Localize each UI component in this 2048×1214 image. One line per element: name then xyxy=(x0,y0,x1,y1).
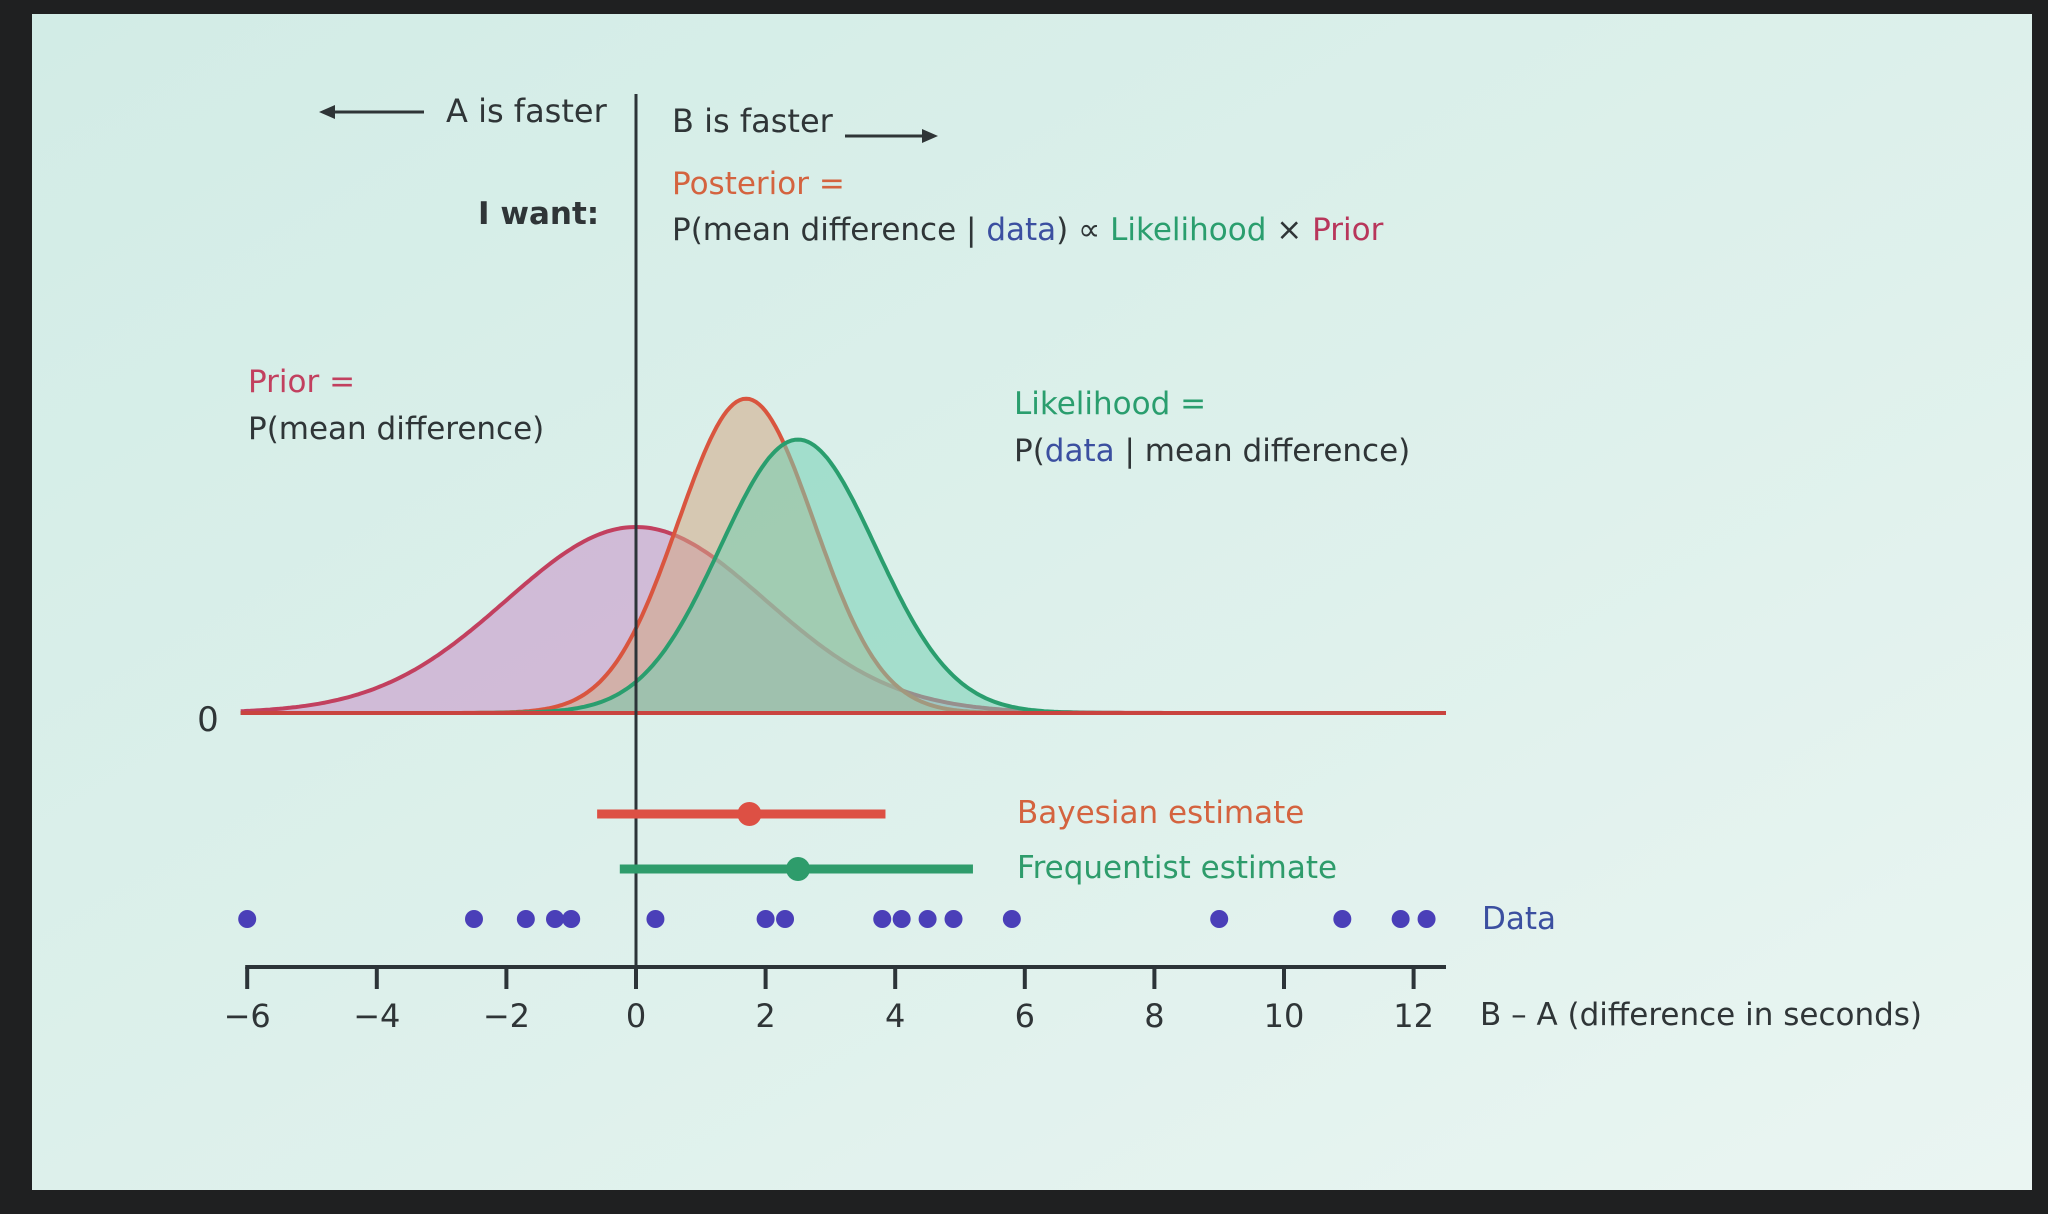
data-point xyxy=(546,910,564,928)
density-areas xyxy=(240,396,1447,715)
data-point xyxy=(756,910,775,928)
data-point xyxy=(516,910,535,928)
right-arrow-icon xyxy=(845,129,938,143)
data-label: Data xyxy=(1482,901,1556,937)
i-want-label: I want: xyxy=(478,196,599,232)
data-point xyxy=(873,910,892,928)
data-point xyxy=(1210,910,1229,928)
data-points xyxy=(238,910,1436,928)
data-point xyxy=(918,910,937,928)
x-tick-label: 4 xyxy=(885,997,905,1035)
x-tick-label: 0 xyxy=(626,997,646,1035)
likelihood-title: Likelihood = xyxy=(1014,386,1206,422)
posterior-formula: P(mean difference | data) ∝ Likelihood ×… xyxy=(672,212,1384,248)
posterior-data-word: data xyxy=(986,212,1056,248)
prior-area xyxy=(240,527,1447,713)
prior-title: Prior = xyxy=(248,364,355,400)
posterior-times: × xyxy=(1266,212,1312,248)
data-point xyxy=(1417,910,1436,928)
b-is-faster-label: B is faster xyxy=(672,102,834,140)
x-tick-label: −6 xyxy=(224,997,271,1035)
likelihood-area xyxy=(240,439,1447,713)
posterior-p-open: P(mean difference | xyxy=(672,212,986,248)
bayesian-point xyxy=(737,802,762,826)
data-point xyxy=(646,910,665,928)
bayes-chart: A is faster B is faster I want: Posterio… xyxy=(32,14,2032,1190)
data-point xyxy=(1002,910,1021,928)
x-axis-title: B – A (difference in seconds) xyxy=(1480,997,1922,1033)
left-arrow-icon xyxy=(319,105,424,119)
data-point xyxy=(562,910,581,928)
posterior-likelihood-word: Likelihood xyxy=(1110,212,1266,248)
x-tick-label: −4 xyxy=(353,997,400,1035)
posterior-title: Posterior = xyxy=(672,166,845,202)
prior-expression: P(mean difference) xyxy=(248,411,544,447)
x-tick-label: 6 xyxy=(1015,997,1035,1035)
x-tick-label: 2 xyxy=(755,997,775,1035)
likelihood-p-close: | mean difference) xyxy=(1115,433,1411,469)
x-tick-label: 12 xyxy=(1393,997,1434,1035)
slide-background xyxy=(32,14,2032,1190)
x-tick-label: 10 xyxy=(1264,997,1305,1035)
bayesian-estimate-label: Bayesian estimate xyxy=(1017,795,1304,831)
estimate-bars xyxy=(597,802,973,881)
likelihood-expression: P(data | mean difference) xyxy=(1014,433,1410,469)
posterior-prior-word: Prior xyxy=(1312,212,1383,248)
data-point xyxy=(776,910,795,928)
likelihood-p-open: P( xyxy=(1014,433,1045,469)
projection-screen: A is faster B is faster I want: Posterio… xyxy=(32,14,2032,1190)
posterior-p-close: ) ∝ xyxy=(1056,212,1110,248)
data-point xyxy=(465,910,483,928)
x-axis-ticks: −6 −4 −2 0 2 4 6 8 10 12 xyxy=(224,967,1434,1035)
likelihood-data-word: data xyxy=(1045,433,1115,469)
a-is-faster-label: A is faster xyxy=(446,92,608,130)
data-point xyxy=(1333,910,1352,928)
x-tick-label: −2 xyxy=(483,997,530,1035)
y-zero-label: 0 xyxy=(197,700,219,740)
frequentist-estimate-label: Frequentist estimate xyxy=(1017,850,1337,886)
data-point xyxy=(1391,910,1410,928)
data-point xyxy=(238,910,257,928)
data-point xyxy=(944,910,963,928)
data-point xyxy=(892,910,911,928)
frequentist-point xyxy=(786,857,810,881)
x-tick-label: 8 xyxy=(1144,997,1164,1035)
